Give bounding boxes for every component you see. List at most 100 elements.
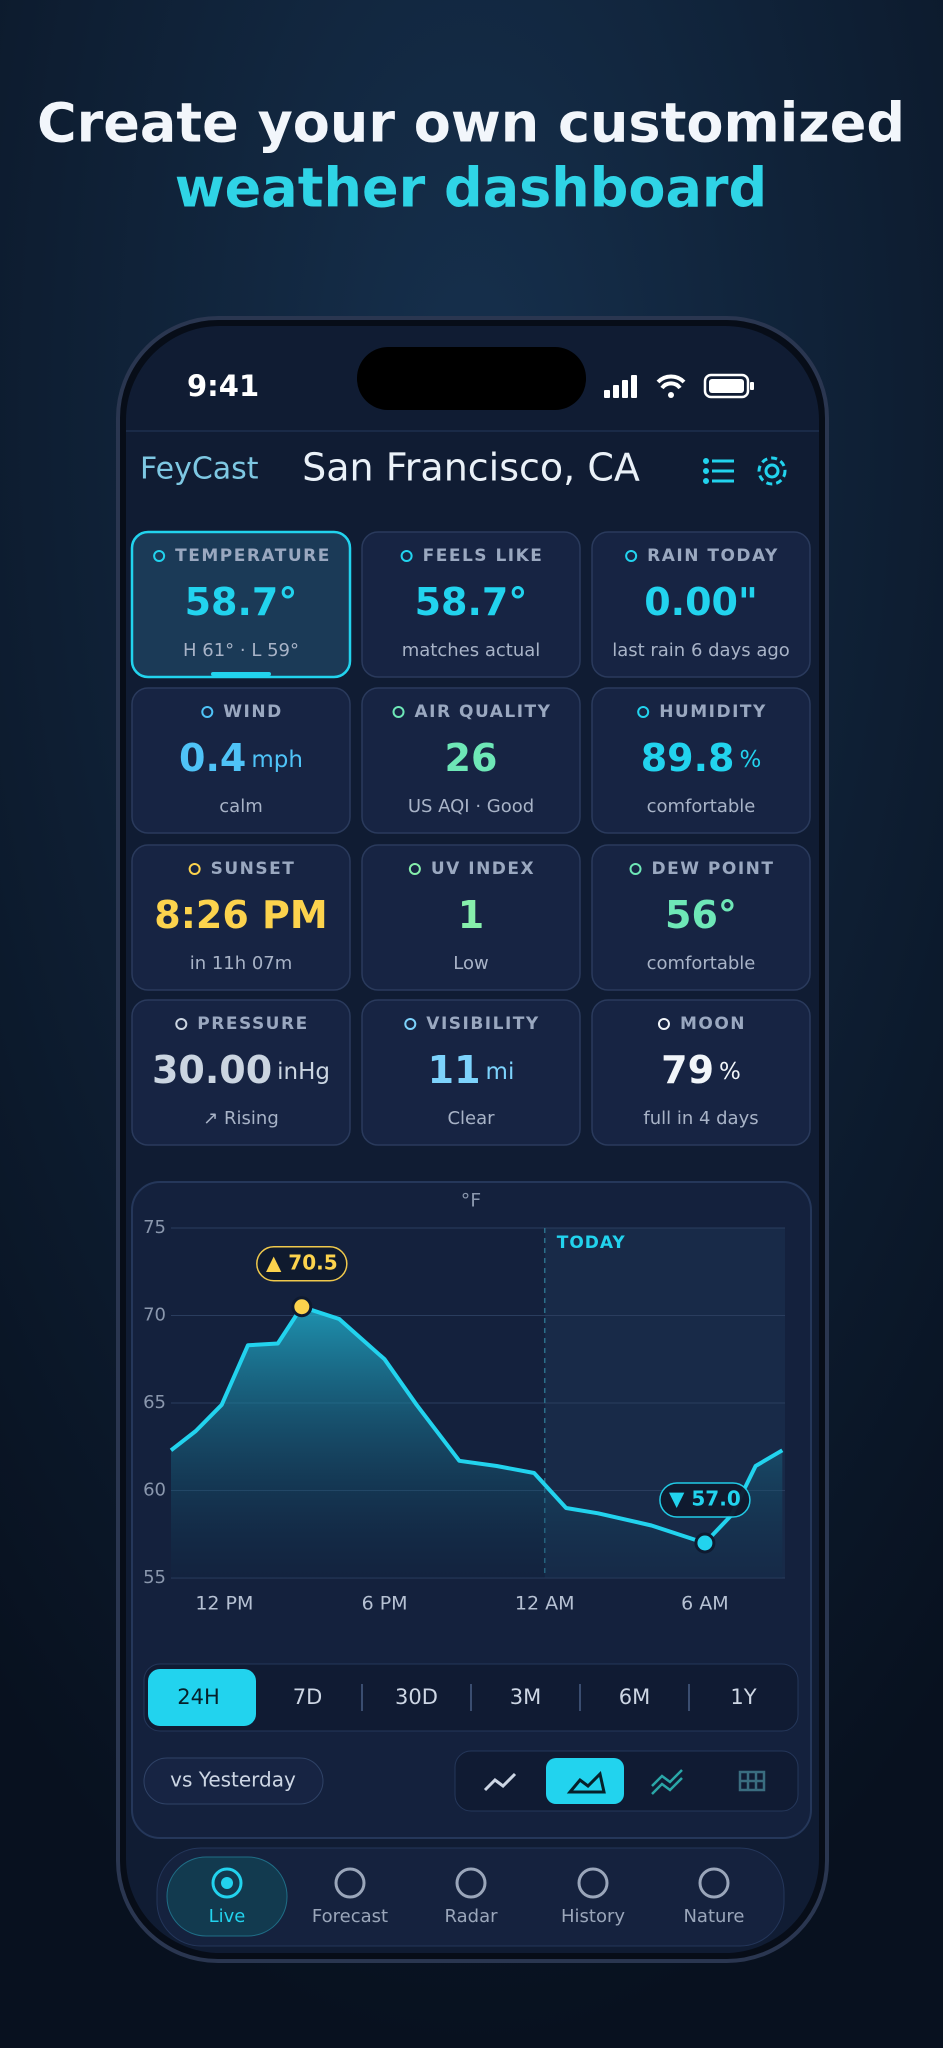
card-value: 89.8% [641,736,762,780]
card-label: HUMIDITY [659,702,767,722]
card-label: RAIN TODAY [647,546,779,566]
card-value: 30.00 inHg [152,1048,330,1092]
tab-label[interactable]: History [561,1906,625,1927]
card-sub: last rain 6 days ago [612,640,790,661]
x-tick-label: 6 PM [362,1593,408,1615]
card[interactable] [361,687,581,834]
chart-type-icon[interactable] [738,1770,766,1792]
x-tick-label: 12 AM [515,1593,575,1615]
chart-type-icon[interactable] [483,1772,517,1792]
card-value: 0.00" [644,580,758,624]
card-value: 79% [661,1048,741,1092]
card-label: TEMPERATURE [175,546,331,566]
tab-label[interactable]: Forecast [312,1906,388,1927]
card[interactable] [131,844,351,991]
card-sub: comfortable [647,953,756,974]
chart-type-active [546,1758,624,1804]
today-label: TODAY [557,1233,626,1253]
card[interactable] [591,687,811,834]
chart-type-icon[interactable] [651,1769,683,1795]
tab-icon [455,1867,487,1899]
chart-type-icon[interactable] [566,1771,606,1794]
headline: weather dashboard [175,157,767,220]
tab-icon [334,1867,366,1899]
card[interactable] [361,531,581,678]
headline: Create your own customized [37,92,905,155]
card-value: 58.7° [415,580,528,624]
range-option[interactable]: 30D [395,1685,438,1709]
card-icon [657,1018,670,1030]
card-sub: calm [219,796,262,817]
card-icon [392,706,405,718]
card-icon [404,1018,417,1030]
card[interactable] [591,531,811,678]
card-icon [153,550,166,562]
unit-label: °F [461,1190,481,1212]
card[interactable] [591,999,811,1146]
compare-pill[interactable] [143,1757,324,1805]
annotation-label: ▼ 57.0 [669,1487,741,1511]
card-sub: ↗ Rising [203,1108,279,1129]
tab-icon [221,1877,233,1889]
card[interactable] [130,530,352,679]
card-value-unit: mph [251,747,303,773]
card-label: VISIBILITY [426,1014,539,1034]
selected-indicator [211,672,271,676]
card-label: UV INDEX [431,859,535,879]
card-value-number: 30.00 [152,1048,272,1092]
card[interactable] [591,844,811,991]
card-sub: comfortable [647,796,756,817]
card-value-unit: % [719,1059,741,1085]
card-value: 11 mi [428,1048,515,1092]
card-value: 26 [445,736,498,780]
card-value-number: 26 [445,736,498,780]
y-tick-label: 65 [143,1392,166,1413]
range-option[interactable]: 3M [510,1685,541,1709]
card-icon [201,706,214,718]
tab-label[interactable]: Live [209,1906,246,1927]
compare-label: vs Yesterday [170,1768,296,1792]
annotation-point [291,1296,313,1318]
settings-icon[interactable] [757,456,787,486]
card[interactable] [131,999,351,1146]
card-icon [629,863,642,875]
annotation-point [694,1532,716,1554]
card[interactable] [131,687,351,834]
status-icons [604,373,754,399]
card-icon [625,550,638,562]
header-divider [126,430,819,432]
card-sub: in 11h 07m [190,953,293,974]
tab-label[interactable]: Radar [445,1906,499,1927]
y-tick-label: 75 [143,1217,166,1238]
card-value-number: 56° [665,893,737,937]
card-label: WIND [223,702,282,722]
x-tick-label: 12 PM [195,1593,253,1615]
range-option[interactable]: 6M [619,1685,650,1709]
menu-icon[interactable] [703,458,735,484]
card-icon [408,863,421,875]
card[interactable] [361,999,581,1146]
card-icon [188,863,201,875]
card-sub: Low [453,953,488,974]
card-value-number: 0.4 [179,736,246,780]
card-value-unit: mi [486,1059,515,1085]
annotation-box [659,1482,751,1518]
tab-label[interactable]: Nature [683,1906,744,1927]
card-label: FEELS LIKE [423,546,544,566]
annotation-box [256,1246,348,1282]
tab-icon [211,1867,243,1899]
range-option[interactable]: 1Y [730,1685,756,1709]
card[interactable] [361,844,581,991]
card-value: 1 [458,893,484,937]
dynamic-island [357,347,586,410]
card-icon [175,1018,188,1030]
area [171,1306,783,1578]
card-value: 58.7° [185,580,298,624]
card-value-number: 11 [428,1048,481,1092]
card-value-number: 58.7° [185,580,298,624]
range-option[interactable]: 7D [293,1685,323,1709]
card-label: PRESSURE [197,1014,308,1034]
range-option[interactable]: 24H [177,1685,220,1709]
card-value-unit: % [739,747,761,773]
y-tick-label: 60 [143,1480,166,1501]
